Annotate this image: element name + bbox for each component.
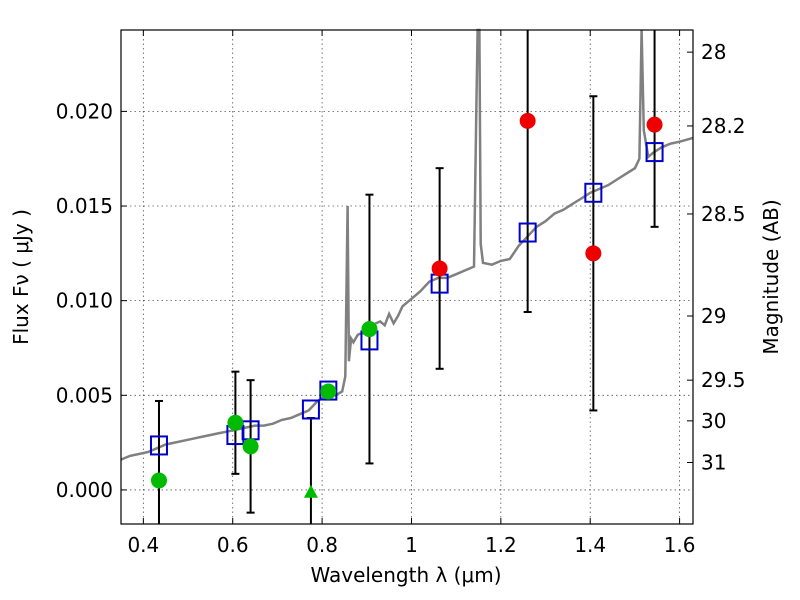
observed-point bbox=[519, 112, 536, 129]
error-bars bbox=[154, 30, 659, 524]
y-tick-label: 0.020 bbox=[56, 99, 113, 123]
plot-background bbox=[121, 30, 693, 524]
observed-point bbox=[646, 116, 663, 133]
plot-frame bbox=[120, 29, 694, 525]
model-square bbox=[319, 380, 338, 401]
y-tick-label: 0.010 bbox=[56, 289, 113, 313]
observed-point bbox=[227, 414, 244, 431]
right-axis-label: Magnitude (AB) bbox=[759, 199, 783, 354]
x-tick-label: 1.6 bbox=[664, 533, 696, 557]
right-tick-label: 31 bbox=[701, 450, 726, 474]
x-axis-label: Wavelength λ (μm) bbox=[310, 563, 501, 587]
model-square bbox=[518, 222, 537, 243]
right-tick-label: 29.5 bbox=[701, 368, 746, 392]
observed-points bbox=[150, 112, 663, 498]
grid-lines bbox=[121, 30, 693, 524]
observed-point bbox=[431, 260, 448, 277]
x-tick-label: 1.2 bbox=[485, 533, 517, 557]
observed-point bbox=[585, 245, 602, 262]
y-axis-label: Flux Fν ( μJy ) bbox=[9, 209, 33, 345]
observed-upper-limit-triangle bbox=[303, 484, 318, 498]
x-tick-label: 0.8 bbox=[306, 533, 338, 557]
x-tick-label: 1.4 bbox=[574, 533, 606, 557]
x-tick-label: 0.4 bbox=[127, 533, 159, 557]
right-tick-label: 28 bbox=[701, 40, 726, 64]
y-axis-ticks: 0.000 0.005 0.010 0.015 0.020 bbox=[56, 99, 127, 502]
right-tick-label: 28.5 bbox=[701, 202, 746, 226]
observed-point bbox=[320, 383, 337, 400]
model-square bbox=[645, 142, 664, 163]
y-tick-label: 0.015 bbox=[56, 194, 113, 218]
right-axis-ticks: 28 28.2 28.5 29 29.5 30 31 bbox=[687, 40, 746, 474]
right-tick-label: 28.2 bbox=[701, 114, 746, 138]
observed-point bbox=[361, 321, 378, 338]
model-square bbox=[149, 435, 168, 456]
model-square bbox=[301, 399, 320, 420]
x-tick-label: 0.6 bbox=[217, 533, 249, 557]
right-tick-label: 30 bbox=[701, 409, 726, 433]
model-square bbox=[584, 182, 603, 203]
observed-point bbox=[150, 472, 167, 489]
observed-point bbox=[242, 438, 259, 455]
x-tick-label: 1 bbox=[405, 533, 418, 557]
y-tick-label: 0.000 bbox=[56, 478, 113, 502]
right-tick-label: 29 bbox=[701, 304, 726, 328]
y-tick-label: 0.005 bbox=[56, 383, 113, 407]
x-axis-ticks: 0.4 0.6 0.8 1 1.2 1.4 1.6 bbox=[127, 30, 696, 557]
